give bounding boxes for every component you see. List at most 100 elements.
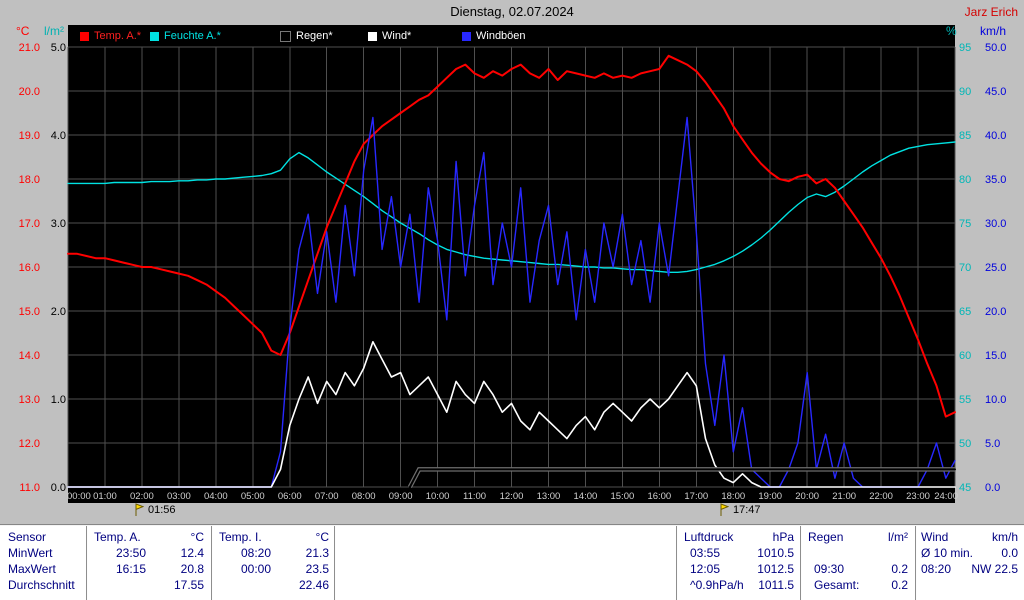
- svg-text:35.0: 35.0: [985, 174, 1006, 186]
- table-col-rowheaders: Sensor MinWert MaxWert Durchschnitt: [8, 529, 84, 593]
- row-header: Sensor: [8, 530, 47, 544]
- cell-time: 08:20: [241, 546, 272, 560]
- svg-text:5.0: 5.0: [985, 438, 1000, 450]
- user-name: Jarz Erich: [964, 5, 1018, 19]
- svg-text:2.0: 2.0: [51, 306, 66, 318]
- flag-icon: [720, 503, 729, 516]
- svg-text:21:00: 21:00: [832, 491, 856, 502]
- cell-time: Ø 10 min.: [921, 546, 974, 560]
- series-Regen: [408, 468, 956, 488]
- wind-swatch: [368, 31, 377, 41]
- svg-text:19:00: 19:00: [758, 491, 782, 502]
- svg-text:21.0: 21.0: [19, 42, 40, 54]
- col-name: Luftdruck: [684, 530, 734, 544]
- cell-value: 17.55: [173, 578, 204, 592]
- axis-unit-rain: l/m²: [44, 24, 64, 38]
- svg-text:20:00: 20:00: [795, 491, 819, 502]
- cell-time: [219, 577, 241, 593]
- rain-axis-labels: 5.0 4.0 3.0 2.0 1.0 0.0: [51, 42, 66, 494]
- table-col-rain: Regen l/m² 09:30 0.2 Gesamt: 0.2: [808, 529, 908, 593]
- cell-time: 08:20: [921, 562, 952, 576]
- wind-axis-labels: 50.0 45.0 40.0 35.0 30.0 25.0 20.0 15.0 10.0 5.0 0…: [985, 42, 1006, 494]
- legend-item-rain[interactable]: Regen*: [280, 30, 333, 42]
- table-separator: [334, 526, 336, 600]
- legend-label: Temp. A.*: [94, 30, 142, 42]
- rain-swatch: [280, 30, 291, 42]
- col-unit: km/h: [991, 530, 1018, 544]
- svg-text:16:00: 16:00: [647, 491, 671, 502]
- svg-text:05:00: 05:00: [241, 491, 265, 502]
- event-marker-time: 17:47: [733, 504, 761, 516]
- svg-text:12:00: 12:00: [500, 491, 524, 502]
- svg-text:50.0: 50.0: [985, 42, 1006, 54]
- col-name: Wind: [921, 530, 949, 544]
- svg-text:11:00: 11:00: [463, 491, 486, 502]
- axis-unit-wind: km/h: [980, 24, 1007, 38]
- row-header: Durchschnitt: [8, 578, 75, 592]
- svg-text:18:00: 18:00: [721, 491, 745, 502]
- col-name: Temp. A.: [94, 530, 141, 544]
- cell-value: 23.5: [305, 562, 329, 576]
- cell-value: 20.8: [180, 562, 204, 576]
- cell-value: 1011.5: [758, 578, 794, 592]
- svg-text:09:00: 09:00: [389, 491, 413, 502]
- legend-label: Regen*: [296, 30, 333, 42]
- svg-text:17:00: 17:00: [684, 491, 708, 502]
- svg-text:25.0: 25.0: [985, 262, 1006, 274]
- cell-time: Gesamt:: [814, 578, 860, 592]
- temp-swatch: [80, 31, 89, 41]
- svg-text:65: 65: [959, 306, 971, 318]
- svg-text:20.0: 20.0: [985, 306, 1006, 318]
- stats-table-background: [0, 526, 1024, 600]
- svg-text:10:00: 10:00: [426, 491, 450, 502]
- table-separator: [800, 526, 802, 600]
- svg-text:30.0: 30.0: [985, 218, 1006, 230]
- svg-text:24:00: 24:00: [934, 491, 958, 502]
- cell-value: NW 22.5: [971, 562, 1018, 576]
- svg-text:80: 80: [959, 174, 971, 186]
- legend-item-temp[interactable]: Temp. A.*: [80, 30, 141, 42]
- series-Wind: [67, 341, 956, 488]
- svg-text:16.0: 16.0: [19, 262, 40, 274]
- axis-unit-humidity: %: [946, 24, 957, 38]
- svg-text:5.0: 5.0: [51, 42, 66, 54]
- cell-time: 16:15: [116, 562, 147, 576]
- legend-label: Windböen: [476, 30, 526, 42]
- svg-text:45.0: 45.0: [985, 86, 1006, 98]
- x-axis-labels: 00:00 01:00 02:00 03:00 04:00 05:00 06:00 07:00…: [67, 491, 958, 502]
- cell-value: 0.2: [891, 562, 908, 576]
- legend-item-humidity[interactable]: Feuchte A.*: [150, 30, 221, 42]
- cell-value: 1012.5: [757, 562, 794, 576]
- col-unit: °C: [190, 530, 204, 544]
- svg-text:1.0: 1.0: [51, 394, 66, 406]
- col-unit: °C: [315, 530, 329, 544]
- cell-value: 0.0: [1001, 546, 1018, 560]
- legend-item-wind[interactable]: Wind*: [368, 30, 411, 42]
- flag-icon: [135, 503, 144, 516]
- divider: [0, 524, 1024, 526]
- event-marker-time: 01:56: [148, 504, 176, 516]
- table-separator: [211, 526, 213, 600]
- svg-text:23:00: 23:00: [906, 491, 930, 502]
- svg-text:0.0: 0.0: [985, 482, 1000, 494]
- series-Temp. A.: [67, 54, 956, 418]
- svg-text:45: 45: [959, 482, 971, 494]
- svg-text:55: 55: [959, 394, 971, 406]
- cell-time: 03:55: [690, 546, 721, 560]
- svg-text:14.0: 14.0: [19, 350, 40, 362]
- svg-text:00:00: 00:00: [67, 491, 91, 502]
- row-header: MaxWert: [8, 562, 56, 576]
- svg-text:07:00: 07:00: [315, 491, 339, 502]
- svg-text:3.0: 3.0: [51, 218, 66, 230]
- svg-text:19.0: 19.0: [19, 130, 40, 142]
- svg-text:50: 50: [959, 438, 971, 450]
- svg-text:60: 60: [959, 350, 971, 362]
- cell-value: 21.3: [305, 546, 329, 560]
- legend-item-gusts[interactable]: Windböen: [462, 30, 526, 42]
- svg-text:17.0: 17.0: [19, 218, 40, 230]
- svg-text:15.0: 15.0: [19, 306, 40, 318]
- svg-text:12.0: 12.0: [19, 438, 40, 450]
- cell-time: 00:00: [241, 562, 272, 576]
